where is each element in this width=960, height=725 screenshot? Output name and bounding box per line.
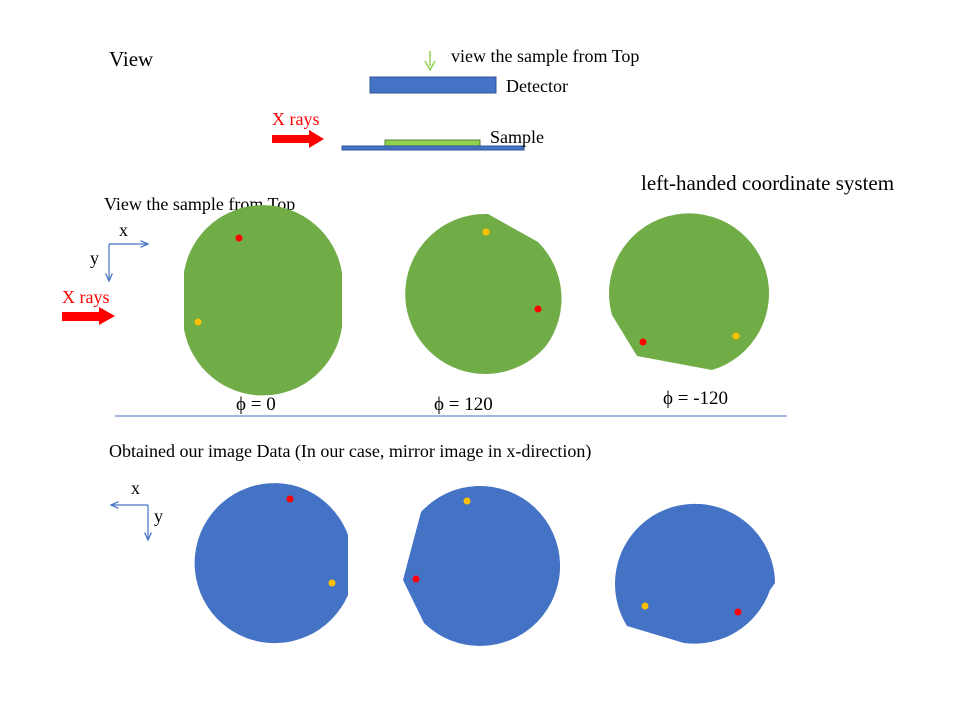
marker-red [734, 608, 742, 616]
detector [369, 76, 497, 94]
marker-yellow [732, 332, 740, 340]
y-axis-label-top: y [90, 248, 99, 268]
marker-yellow [482, 228, 490, 236]
y-axis-label-bottom: y [154, 506, 163, 526]
sample-substrate [341, 145, 525, 151]
x-axis-label-bottom: x [131, 478, 140, 498]
marker-yellow [328, 579, 336, 587]
xrays-arrow-top-row [62, 307, 115, 325]
top-view-indicator-arrow [424, 51, 436, 72]
xrays-arrow-top [272, 130, 324, 148]
xrays-label-top-row: X rays [62, 287, 110, 307]
marker-red [235, 234, 243, 242]
top-view-note: view the sample from Top [451, 46, 639, 66]
sample-film [384, 139, 481, 147]
angle-label-phi-minus-120: ϕ = -120 [663, 388, 728, 409]
x-axis-label-top: x [119, 220, 128, 240]
marker-red [412, 575, 420, 583]
sample-phi-120 [405, 213, 562, 374]
angle-label-phi-0: ϕ = 0 [236, 394, 276, 415]
detector-label: Detector [506, 76, 568, 96]
image-phi-0 [194, 483, 348, 644]
marker-yellow [194, 318, 202, 326]
marker-yellow [463, 497, 471, 505]
marker-red [639, 338, 647, 346]
marker-red [534, 305, 542, 313]
xrays-label-top: X rays [272, 109, 320, 129]
sample-label: Sample [490, 127, 544, 147]
bottom-axes [111, 505, 148, 540]
bottom-row-title: Obtained our image Data (In our case, mi… [109, 441, 591, 462]
sample-phi-minus-120 [609, 213, 770, 370]
view-label: View [109, 47, 154, 71]
image-phi-120 [403, 485, 561, 646]
top-axes [109, 244, 148, 281]
sample-phi-0 [184, 205, 342, 396]
marker-red [286, 495, 294, 503]
coordinate-system-note: left-handed coordinate system [641, 171, 894, 195]
image-phi-minus-120 [615, 503, 775, 644]
angle-label-phi-120: ϕ = 120 [434, 394, 493, 415]
marker-yellow [641, 602, 649, 610]
